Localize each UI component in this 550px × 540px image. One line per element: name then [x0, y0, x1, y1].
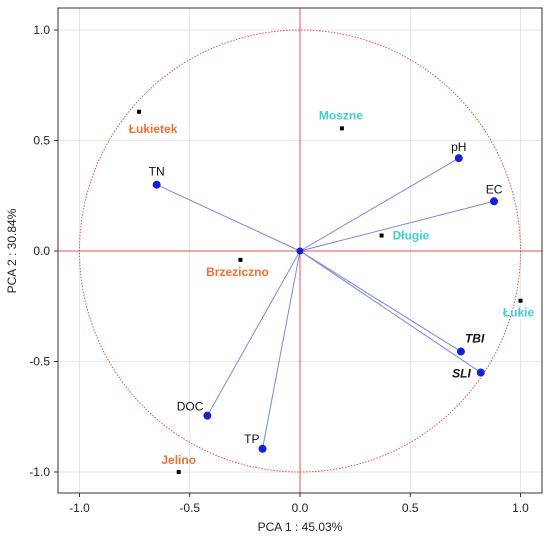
- variable-doc: DOC: [177, 250, 301, 420]
- loading-vector-line: [206, 250, 301, 416]
- site-moszne: Moszne: [319, 108, 363, 131]
- site-label: Brzeziczno: [206, 265, 269, 279]
- site-brzeziczno: Brzeziczno: [206, 257, 269, 279]
- variable-label: TP: [244, 432, 259, 446]
- site-label: Łukie: [503, 306, 535, 320]
- x-tick-label: 0.0: [292, 501, 309, 515]
- loading-vectors: pH EC TN TBI SLI DOC TP: [149, 140, 503, 453]
- site-łukietek: Łukietek: [129, 109, 178, 136]
- variable-label: TBI: [465, 332, 485, 346]
- loading-vector-line: [299, 250, 482, 373]
- x-tick-label: 1.0: [512, 501, 529, 515]
- variable-tbi: TBI: [299, 250, 485, 356]
- site-label: Łukietek: [129, 122, 178, 136]
- variable-tp: TP: [244, 250, 301, 453]
- y-tick-label: 1.0: [33, 23, 50, 37]
- site-jelino: Jelino: [161, 453, 196, 474]
- variable-tn: TN: [149, 165, 301, 252]
- loading-vector-point: [454, 154, 463, 163]
- loading-vector-point: [490, 197, 499, 206]
- loading-vector-line: [262, 250, 301, 449]
- y-tick-label: -1.0: [29, 465, 50, 479]
- loading-vector-line: [156, 184, 301, 252]
- site-marker: [339, 126, 344, 131]
- y-tick-label: 0.5: [33, 134, 50, 148]
- site-długie: Długie: [379, 229, 430, 243]
- y-tick-label: -0.5: [29, 355, 50, 369]
- variable-label: TN: [149, 165, 165, 179]
- site-label: Moszne: [319, 108, 363, 122]
- loading-vector-line: [299, 200, 495, 252]
- x-tick-label: -1.0: [69, 501, 90, 515]
- site-label: Jelino: [161, 453, 196, 467]
- x-axis-label: PCA 1 : 45.03%: [258, 520, 343, 534]
- loading-vector-point: [152, 180, 161, 189]
- variable-label: EC: [486, 182, 503, 196]
- origin-point: [296, 247, 304, 255]
- loading-vector-point: [203, 411, 212, 420]
- variable-label: pH: [451, 140, 466, 154]
- tick-labels: -1.0 -0.5 0.0 0.5 1.0 1.0 0.5 0.0 -0.5 -1.0: [29, 23, 529, 515]
- loading-vector-line: [299, 250, 462, 352]
- site-label: Długie: [393, 229, 430, 243]
- site-points: Łukietek Moszne Długie Brzeziczno Łukie Jelin…: [129, 108, 535, 474]
- variable-label: DOC: [177, 400, 204, 414]
- y-tick-label: 0.0: [33, 244, 50, 258]
- y-axis-label: PCA 2 : 30.84%: [5, 208, 19, 293]
- loading-vector-line: [299, 157, 460, 252]
- variable-sli: SLI: [299, 250, 485, 381]
- site-marker: [137, 109, 142, 114]
- loading-vector-point: [476, 368, 485, 377]
- site-marker: [238, 257, 243, 262]
- loading-vector-point: [258, 444, 267, 453]
- variable-ec: EC: [299, 182, 503, 252]
- variable-label: SLI: [452, 367, 471, 381]
- variable-ph: pH: [299, 140, 466, 252]
- loading-vector-point: [456, 347, 465, 356]
- x-tick-label: 0.5: [402, 501, 419, 515]
- x-tick-label: -0.5: [179, 501, 200, 515]
- site-marker: [379, 233, 384, 238]
- site-łukie: Łukie: [503, 298, 535, 320]
- site-marker: [518, 298, 523, 303]
- site-marker: [176, 470, 181, 474]
